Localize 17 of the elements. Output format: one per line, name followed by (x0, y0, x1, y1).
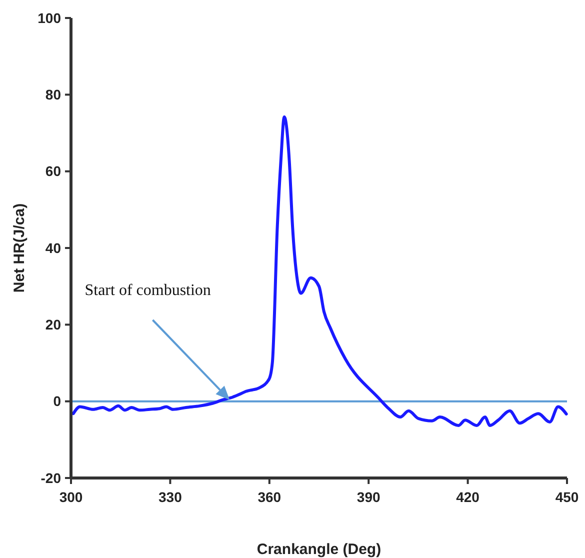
y-tick-label: -20 (40, 470, 62, 486)
y-tick-label: 40 (45, 240, 62, 256)
line-series (72, 115, 568, 427)
y-tick-label: 100 (38, 10, 62, 26)
x-tick-label: 360 (258, 489, 282, 505)
y-tick-label: 60 (45, 163, 62, 180)
x-tick-label: 330 (158, 489, 182, 505)
x-axis-title: Crankangle (Deg) (256, 541, 382, 558)
x-tick-label: 390 (356, 489, 380, 505)
annotation: Start of combustion (84, 282, 211, 299)
y-tick-label: 20 (45, 316, 62, 333)
x-tick-label: 450 (555, 489, 579, 505)
x-tick-label: 300 (59, 489, 83, 505)
y-axis-title: Net HR(J/ca) (11, 203, 28, 293)
x-tick-label: 420 (456, 489, 480, 505)
y-tick-label: 80 (45, 86, 62, 103)
y-tick-label: 0 (53, 393, 62, 410)
